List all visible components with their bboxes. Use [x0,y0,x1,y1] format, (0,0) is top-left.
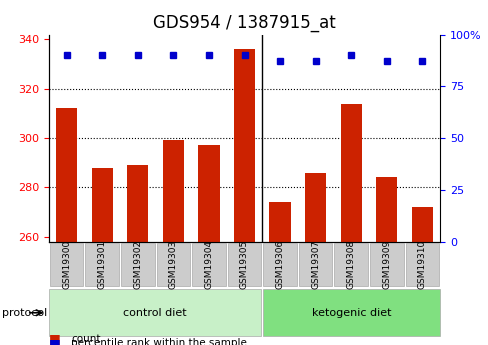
Text: count: count [71,334,100,344]
Text: ■: ■ [49,337,61,345]
Bar [127,165,148,242]
Text: percentile rank within the sample: percentile rank within the sample [71,338,246,345]
Text: GSM19306: GSM19306 [275,240,284,289]
Bar [269,202,290,242]
Text: GSM19308: GSM19308 [346,240,355,289]
Text: GSM19309: GSM19309 [382,240,390,289]
Text: protocol: protocol [2,308,48,318]
Text: GSM19304: GSM19304 [204,240,213,289]
Bar [91,168,113,241]
Bar [163,140,183,242]
Bar [340,104,361,242]
Text: GDS954 / 1387915_at: GDS954 / 1387915_at [153,14,335,32]
Text: GSM19310: GSM19310 [417,240,426,289]
Text: control diet: control diet [123,308,186,318]
Bar [375,177,397,242]
Bar [305,172,325,242]
Bar [233,49,255,242]
Text: GSM19301: GSM19301 [98,240,106,289]
Text: GSM19300: GSM19300 [62,240,71,289]
Text: GSM19305: GSM19305 [240,240,248,289]
Text: ■: ■ [49,332,61,345]
Text: GSM19303: GSM19303 [168,240,178,289]
Text: GSM19302: GSM19302 [133,240,142,289]
Text: GSM19307: GSM19307 [310,240,320,289]
Bar [411,207,432,242]
Text: ketogenic diet: ketogenic diet [311,308,390,318]
Bar [56,108,77,242]
Bar [198,145,219,242]
